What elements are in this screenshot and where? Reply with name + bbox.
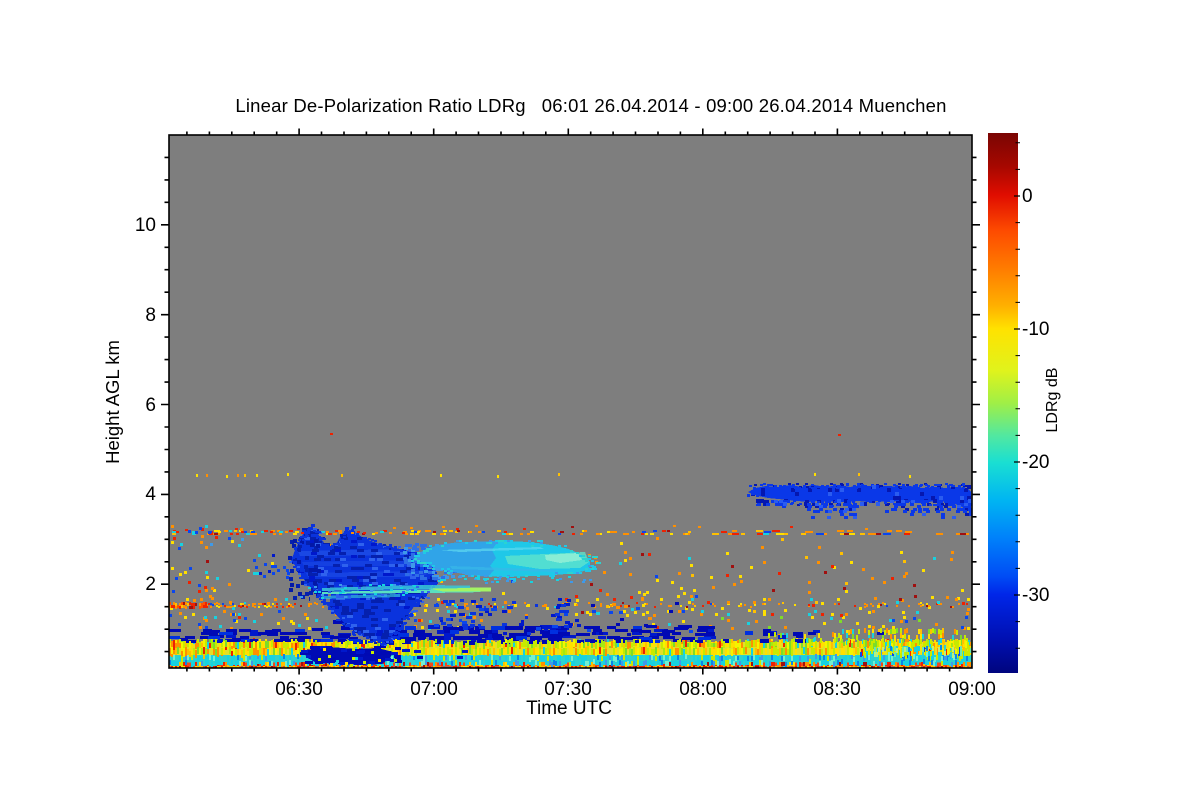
- svg-text:-30: -30: [1022, 585, 1049, 606]
- svg-text:4: 4: [145, 484, 156, 505]
- svg-text:8: 8: [145, 305, 156, 326]
- svg-text:6: 6: [145, 395, 156, 416]
- svg-text:0: 0: [1022, 186, 1033, 207]
- svg-text:LDRg dB: LDRg dB: [1044, 368, 1061, 433]
- svg-text:10: 10: [135, 215, 156, 236]
- svg-text:06:30: 06:30: [275, 679, 323, 700]
- svg-text:Height AGL km: Height AGL km: [102, 340, 123, 464]
- svg-text:-20: -20: [1022, 452, 1049, 473]
- svg-text:Time UTC: Time UTC: [526, 698, 612, 719]
- svg-text:Linear De-Polarization Ratio L: Linear De-Polarization Ratio LDRg 06:01 …: [235, 95, 946, 116]
- svg-text:08:00: 08:00: [679, 679, 727, 700]
- svg-text:07:00: 07:00: [410, 679, 458, 700]
- svg-text:2: 2: [145, 574, 156, 595]
- svg-text:08:30: 08:30: [813, 679, 861, 700]
- svg-text:-10: -10: [1022, 319, 1049, 340]
- svg-text:07:30: 07:30: [544, 679, 592, 700]
- svg-text:09:00: 09:00: [948, 679, 996, 700]
